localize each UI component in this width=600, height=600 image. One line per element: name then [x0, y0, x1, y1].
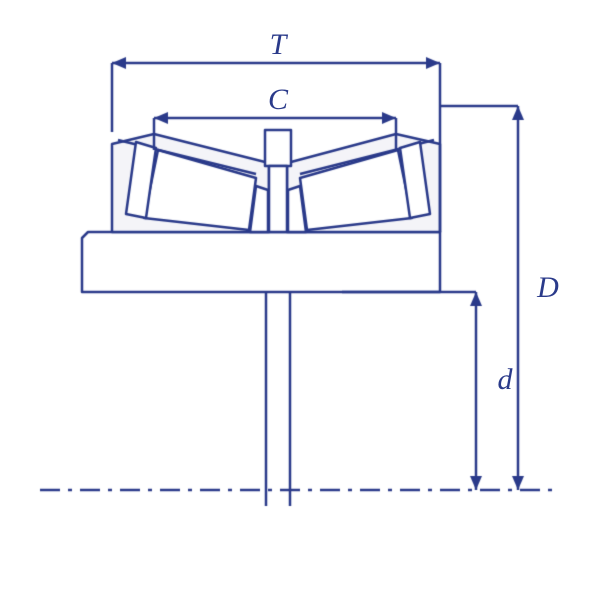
- label-D: D: [537, 271, 559, 305]
- label-T: T: [270, 28, 287, 62]
- bearing-diagram: [0, 0, 600, 600]
- label-d: d: [498, 363, 513, 397]
- label-C: C: [268, 83, 288, 117]
